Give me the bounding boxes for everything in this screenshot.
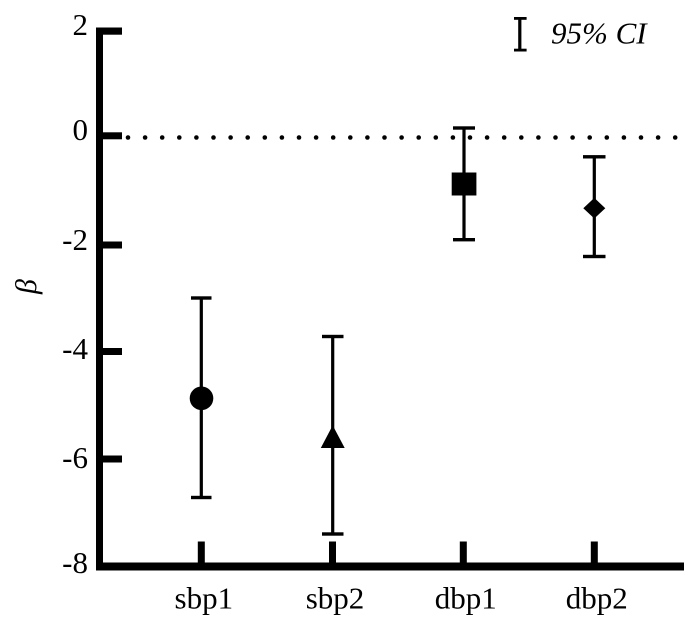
svg-text:β: β (10, 279, 43, 295)
svg-text:dbp2: dbp2 (566, 581, 628, 616)
svg-text:95% CI: 95% CI (551, 16, 648, 51)
svg-text:-2: -2 (62, 222, 88, 257)
svg-text:-8: -8 (62, 545, 88, 580)
svg-text:-4: -4 (62, 331, 88, 366)
svg-text:2: 2 (73, 7, 89, 42)
svg-text:-6: -6 (62, 440, 88, 475)
svg-text:sbp2: sbp2 (306, 581, 365, 616)
svg-text:0: 0 (73, 112, 89, 147)
svg-text:sbp1: sbp1 (175, 581, 234, 616)
svg-text:dbp1: dbp1 (435, 581, 497, 616)
